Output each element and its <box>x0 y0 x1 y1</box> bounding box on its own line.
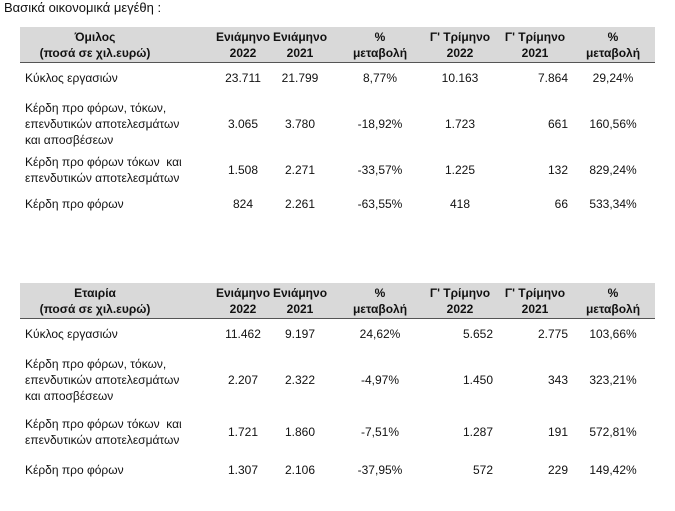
cell-value: 1.508 <box>227 163 259 177</box>
header-cell: Γ' Τρίμηνο <box>504 286 566 300</box>
cell-value: 1.287 <box>462 425 493 439</box>
row-label: Κέρδη προ φόρων τόκων και <box>25 417 182 431</box>
header-cell: Γ' Τρίμηνο <box>429 286 491 300</box>
row-label: Κέρδη προ φόρων <box>25 463 124 477</box>
cell-value: 103,66% <box>589 327 637 341</box>
cell-value: 1.225 <box>444 163 476 177</box>
row-label: Κέρδη προ φόρων, τόκων, <box>25 357 167 371</box>
header-cell: 2022 <box>229 302 257 316</box>
cell-value: 572 <box>472 463 493 477</box>
header-cell: Ενιάμηνο <box>215 30 271 44</box>
cell-value: 29,24% <box>592 71 634 85</box>
cell-value: 229 <box>547 463 568 477</box>
cell-value: 2.775 <box>537 327 568 341</box>
cell-value: -7,51% <box>360 425 400 439</box>
header-cell: 2022 <box>446 302 474 316</box>
cell-value: 1.721 <box>227 425 259 439</box>
page-title: Βασικά οικονομικά μεγέθη : <box>4 0 162 15</box>
cell-value: 824 <box>232 197 254 211</box>
header-cell: % <box>374 30 386 44</box>
cell-value: 21.799 <box>281 71 319 85</box>
row-label: Κέρδη προ φόρων τόκων και <box>25 155 182 169</box>
header-cell: μεταβολή <box>585 302 641 316</box>
cell-value: 661 <box>547 117 568 131</box>
header-cell: % <box>607 286 619 300</box>
header-cell: Ενιάμηνο <box>215 286 271 300</box>
cell-value: 3.780 <box>284 117 316 131</box>
cell-value: 2.261 <box>284 197 316 211</box>
row-label: και αποσβέσεων <box>25 133 114 147</box>
cell-value: 10.163 <box>441 71 479 85</box>
header-cell: 2022 <box>446 46 474 60</box>
row-label: και αποσβέσεων <box>25 389 114 403</box>
header-cell: 2021 <box>521 46 549 60</box>
cell-value: 1.307 <box>227 463 259 477</box>
cell-value: 829,24% <box>589 163 637 177</box>
cell-value: -63,55% <box>357 197 403 211</box>
cell-value: 323,21% <box>589 373 637 387</box>
cell-value: -33,57% <box>357 163 403 177</box>
header-cell: 2022 <box>229 46 257 60</box>
cell-value: -4,97% <box>360 373 400 387</box>
row-label: Κέρδη προ φόρων <box>25 197 124 211</box>
header-cell: % <box>374 286 386 300</box>
header-cell: 2021 <box>286 46 314 60</box>
cell-value: 343 <box>547 373 568 387</box>
header-cell: Όμιλος <box>74 30 116 44</box>
cell-value: 191 <box>547 425 568 439</box>
header-cell: (ποσά σε χιλ.ευρώ) <box>39 46 151 60</box>
header-cell: Εταιρία <box>74 286 116 300</box>
header-cell: Γ' Τρίμηνο <box>429 30 491 44</box>
cell-value: 572,81% <box>589 425 637 439</box>
row-label: Κύκλος εργασιών <box>25 71 118 85</box>
cell-value: 2.271 <box>284 163 316 177</box>
cell-value: 149,42% <box>589 463 637 477</box>
row-label: Κύκλος εργασιών <box>25 327 118 341</box>
cell-value: 23.711 <box>225 71 261 85</box>
cell-value: 533,34% <box>589 197 637 211</box>
cell-value: 5.652 <box>462 327 493 341</box>
cell-value: 1.860 <box>284 425 316 439</box>
header-cell: % <box>607 30 619 44</box>
cell-value: 2.207 <box>227 373 259 387</box>
cell-value: 2.106 <box>284 463 316 477</box>
header-cell: μεταβολή <box>585 46 641 60</box>
cell-value: 24,62% <box>359 327 401 341</box>
table-header-band <box>20 27 655 63</box>
row-label: επενδυτικών αποτελεσμάτων <box>25 117 180 131</box>
cell-value: 2.322 <box>284 373 316 387</box>
cell-value: 132 <box>547 163 568 177</box>
row-label: Κέρδη προ φόρων, τόκων, <box>25 101 167 115</box>
cell-value: 1.450 <box>462 373 493 387</box>
header-cell: 2021 <box>286 302 314 316</box>
cell-value: -37,95% <box>357 463 403 477</box>
cell-value: 7.864 <box>537 71 568 85</box>
header-cell: μεταβολή <box>352 46 408 60</box>
header-cell: Ενιάμηνο <box>272 286 328 300</box>
cell-value: 3.065 <box>227 117 259 131</box>
table-header-band <box>20 283 655 319</box>
row-label: επενδυτικών αποτελεσμάτων <box>25 373 180 387</box>
cell-value: 66 <box>554 197 568 211</box>
row-label: επενδυτικών αποτελεσμάτων <box>25 171 180 185</box>
header-cell: (ποσά σε χιλ.ευρώ) <box>39 302 151 316</box>
header-cell: Γ' Τρίμηνο <box>504 30 566 44</box>
cell-value: 160,56% <box>589 117 637 131</box>
cell-value: 8,77% <box>362 71 398 85</box>
header-cell: μεταβολή <box>352 302 408 316</box>
cell-value: 9.197 <box>284 327 316 341</box>
header-cell: 2021 <box>521 302 549 316</box>
cell-value: 1.723 <box>444 117 476 131</box>
cell-value: 11.462 <box>225 327 261 341</box>
header-cell: Ενιάμηνο <box>272 30 328 44</box>
row-label: επενδυτικών αποτελεσμάτων <box>25 433 180 447</box>
cell-value: 418 <box>449 197 471 211</box>
cell-value: -18,92% <box>357 117 403 131</box>
